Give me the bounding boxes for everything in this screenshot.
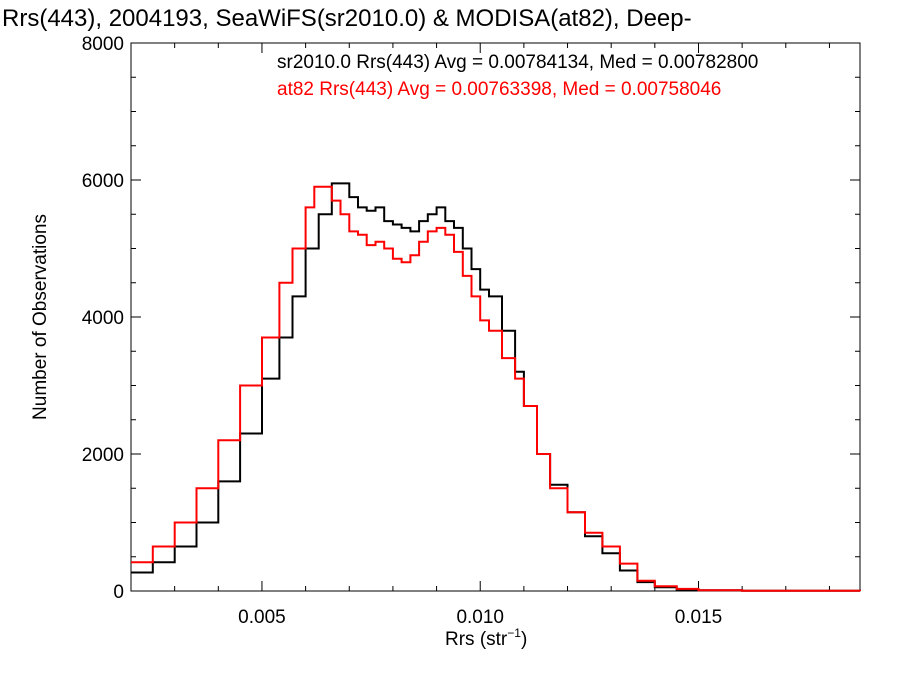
chart-title: Rrs(443), 2004193, SeaWiFS(sr2010.0) & M… bbox=[2, 5, 692, 32]
plot-frame bbox=[130, 42, 861, 592]
legend-entry-at82: at82 Rrs(443) Avg = 0.00763398, Med = 0.… bbox=[277, 79, 721, 100]
x-axis-label-close: ) bbox=[521, 629, 527, 650]
y-tick-label: 6000 bbox=[82, 171, 124, 192]
x-axis-label-main: Rrs (str bbox=[445, 629, 508, 650]
x-tick-label: 0.005 bbox=[238, 607, 286, 628]
y-axis-label: Number of Observations bbox=[30, 214, 51, 420]
x-tick-label: 0.015 bbox=[675, 607, 723, 628]
x-axis-label: Rrs (str−1) bbox=[445, 626, 527, 650]
y-tick-label: 8000 bbox=[82, 34, 124, 55]
y-tick-label: 2000 bbox=[82, 445, 124, 466]
y-tick-label: 0 bbox=[113, 582, 124, 603]
plot-area-border bbox=[130, 42, 861, 592]
x-axis-ticks: 0.005 0.010 0.015 bbox=[130, 43, 830, 628]
x-tick-label: 0.010 bbox=[456, 607, 504, 628]
x-axis-label-superscript: −1 bbox=[507, 626, 521, 640]
y-axis-ticks: 0 2000 4000 6000 8000 bbox=[82, 34, 860, 603]
series-line-at82 bbox=[131, 185, 861, 592]
legend-entry-sr2010: sr2010.0 Rrs(443) Avg = 0.00784134, Med … bbox=[277, 52, 758, 73]
y-tick-label: 4000 bbox=[82, 308, 124, 329]
series-layer bbox=[131, 182, 861, 592]
